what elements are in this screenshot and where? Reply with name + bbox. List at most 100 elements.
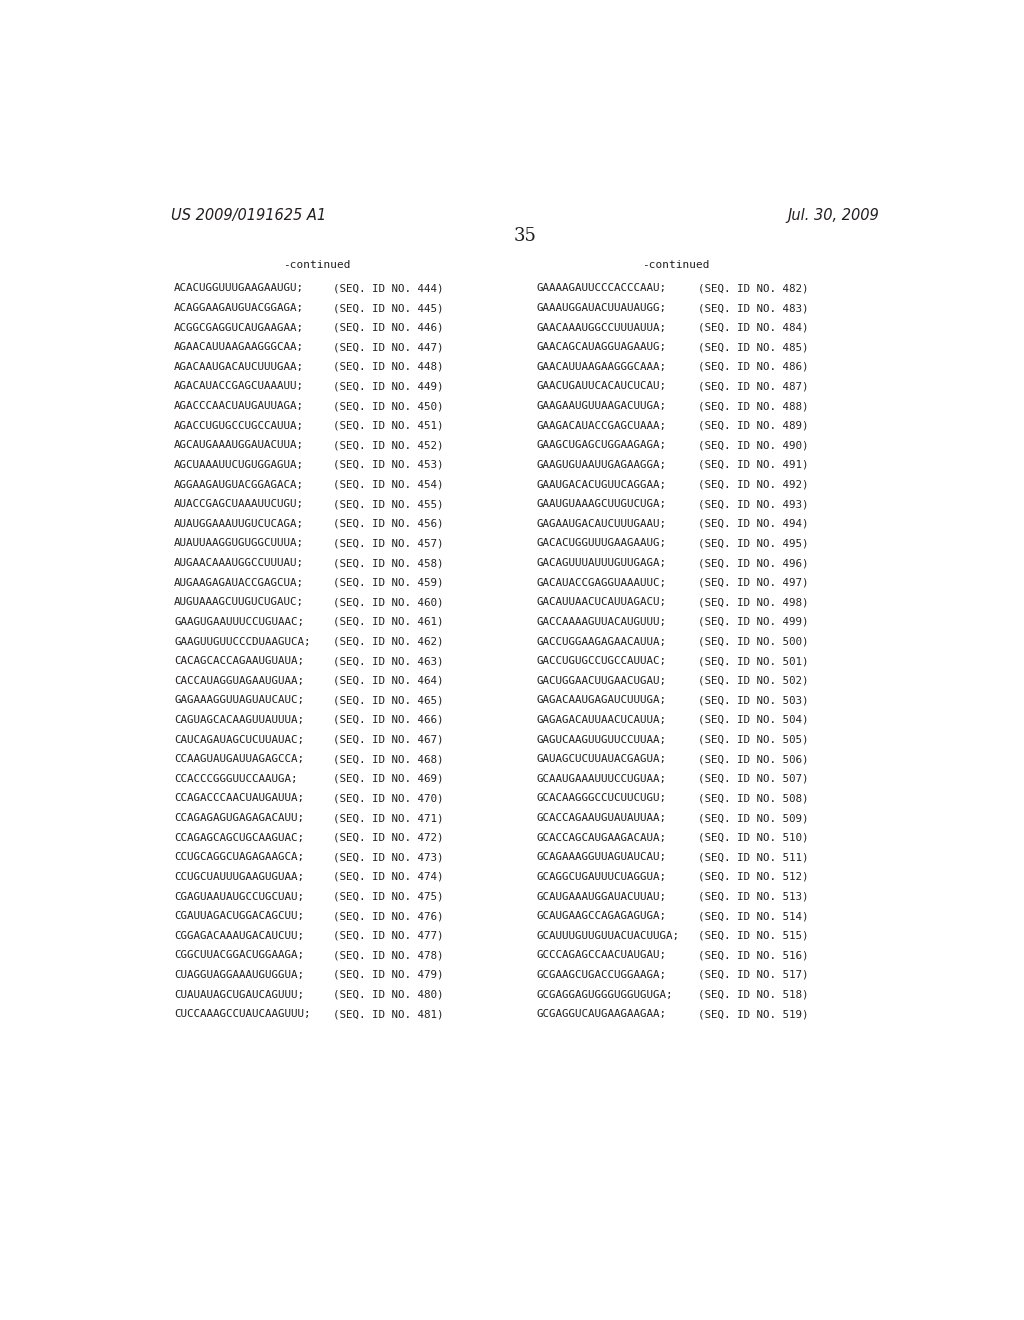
Text: CGGCUUACGGACUGGAAGA;: CGGCUUACGGACUGGAAGA; (174, 950, 304, 961)
Text: GACAGUUUAUUUGUUGAGA;: GACAGUUUAUUUGUUGAGA; (537, 558, 667, 568)
Text: GAGAAUGACAUCUUUGAAU;: GAGAAUGACAUCUUUGAAU; (537, 519, 667, 529)
Text: (SEQ. ID NO. 495): (SEQ. ID NO. 495) (697, 539, 808, 548)
Text: (SEQ. ID NO. 480): (SEQ. ID NO. 480) (333, 990, 443, 999)
Text: (SEQ. ID NO. 466): (SEQ. ID NO. 466) (333, 715, 443, 725)
Text: (SEQ. ID NO. 494): (SEQ. ID NO. 494) (697, 519, 808, 529)
Text: GAACUGAUUCACAUCUCAU;: GAACUGAUUCACAUCUCAU; (537, 381, 667, 392)
Text: GAACAGCAUAGGUAGAAUG;: GAACAGCAUAGGUAGAAUG; (537, 342, 667, 352)
Text: GAAGACAUACCGAGCUAAA;: GAAGACAUACCGAGCUAAA; (537, 421, 667, 430)
Text: GAAAAGAUUCCCACCCAAU;: GAAAAGAUUCCCACCCAAU; (537, 284, 667, 293)
Text: (SEQ. ID NO. 463): (SEQ. ID NO. 463) (333, 656, 443, 667)
Text: (SEQ. ID NO. 460): (SEQ. ID NO. 460) (333, 597, 443, 607)
Text: CCUGCAGGCUAGAGAAGCA;: CCUGCAGGCUAGAGAAGCA; (174, 853, 304, 862)
Text: AUACCGAGCUAAAUUCUGU;: AUACCGAGCUAAAUUCUGU; (174, 499, 304, 510)
Text: (SEQ. ID NO. 470): (SEQ. ID NO. 470) (333, 793, 443, 804)
Text: (SEQ. ID NO. 508): (SEQ. ID NO. 508) (697, 793, 808, 804)
Text: (SEQ. ID NO. 484): (SEQ. ID NO. 484) (697, 322, 808, 333)
Text: AUGAAGAGAUACCGAGCUA;: AUGAAGAGAUACCGAGCUA; (174, 578, 304, 587)
Text: (SEQ. ID NO. 513): (SEQ. ID NO. 513) (697, 891, 808, 902)
Text: (SEQ. ID NO. 497): (SEQ. ID NO. 497) (697, 578, 808, 587)
Text: -continued: -continued (642, 260, 710, 271)
Text: CGGAGACAAAUGACAUCUU;: CGGAGACAAAUGACAUCUU; (174, 931, 304, 941)
Text: US 2009/0191625 A1: US 2009/0191625 A1 (171, 207, 326, 223)
Text: GCGAGGAGUGGGUGGUGUGA;: GCGAGGAGUGGGUGGUGUGA; (537, 990, 673, 999)
Text: AGACAUACCGAGCUAAAUU;: AGACAUACCGAGCUAAAUU; (174, 381, 304, 392)
Text: (SEQ. ID NO. 510): (SEQ. ID NO. 510) (697, 833, 808, 842)
Text: (SEQ. ID NO. 516): (SEQ. ID NO. 516) (697, 950, 808, 961)
Text: AGGAAGAUGUACGGAGACA;: AGGAAGAUGUACGGAGACA; (174, 479, 304, 490)
Text: CUAUAUAGCUGAUCAGUUU;: CUAUAUAGCUGAUCAGUUU; (174, 990, 304, 999)
Text: AGACAAUGACAUCUUUGAA;: AGACAAUGACAUCUUUGAA; (174, 362, 304, 372)
Text: (SEQ. ID NO. 505): (SEQ. ID NO. 505) (697, 735, 808, 744)
Text: (SEQ. ID NO. 469): (SEQ. ID NO. 469) (333, 774, 443, 784)
Text: (SEQ. ID NO. 488): (SEQ. ID NO. 488) (697, 401, 808, 411)
Text: (SEQ. ID NO. 472): (SEQ. ID NO. 472) (333, 833, 443, 842)
Text: (SEQ. ID NO. 492): (SEQ. ID NO. 492) (697, 479, 808, 490)
Text: GCACAAGGGCCUCUUCUGU;: GCACAAGGGCCUCUUCUGU; (537, 793, 667, 804)
Text: AUGAACAAAUGGCCUUUAU;: AUGAACAAAUGGCCUUUAU; (174, 558, 304, 568)
Text: (SEQ. ID NO. 515): (SEQ. ID NO. 515) (697, 931, 808, 941)
Text: (SEQ. ID NO. 507): (SEQ. ID NO. 507) (697, 774, 808, 784)
Text: GACUGGAACUUGAACUGAU;: GACUGGAACUUGAACUGAU; (537, 676, 667, 686)
Text: (SEQ. ID NO. 448): (SEQ. ID NO. 448) (333, 362, 443, 372)
Text: GAACAAAUGGCCUUUAUUA;: GAACAAAUGGCCUUUAUUA; (537, 322, 667, 333)
Text: CAGUAGCACAAGUUAUUUA;: CAGUAGCACAAGUUAUUUA; (174, 715, 304, 725)
Text: (SEQ. ID NO. 493): (SEQ. ID NO. 493) (697, 499, 808, 510)
Text: (SEQ. ID NO. 462): (SEQ. ID NO. 462) (333, 636, 443, 647)
Text: (SEQ. ID NO. 509): (SEQ. ID NO. 509) (697, 813, 808, 824)
Text: GACACUGGUUUGAAGAAUG;: GACACUGGUUUGAAGAAUG; (537, 539, 667, 548)
Text: (SEQ. ID NO. 445): (SEQ. ID NO. 445) (333, 304, 443, 313)
Text: (SEQ. ID NO. 487): (SEQ. ID NO. 487) (697, 381, 808, 392)
Text: ACACUGGUUUGAAGAAUGU;: ACACUGGUUUGAAGAAUGU; (174, 284, 304, 293)
Text: CCAGACCCAACUAUGAUUA;: CCAGACCCAACUAUGAUUA; (174, 793, 304, 804)
Text: GCGAGGUCAUGAAGAAGAA;: GCGAGGUCAUGAAGAAGAA; (537, 1010, 667, 1019)
Text: (SEQ. ID NO. 456): (SEQ. ID NO. 456) (333, 519, 443, 529)
Text: (SEQ. ID NO. 502): (SEQ. ID NO. 502) (697, 676, 808, 686)
Text: (SEQ. ID NO. 477): (SEQ. ID NO. 477) (333, 931, 443, 941)
Text: (SEQ. ID NO. 506): (SEQ. ID NO. 506) (697, 754, 808, 764)
Text: (SEQ. ID NO. 478): (SEQ. ID NO. 478) (333, 950, 443, 961)
Text: GAUAGCUCUUAUACGAGUA;: GAUAGCUCUUAUACGAGUA; (537, 754, 667, 764)
Text: (SEQ. ID NO. 479): (SEQ. ID NO. 479) (333, 970, 443, 979)
Text: (SEQ. ID NO. 450): (SEQ. ID NO. 450) (333, 401, 443, 411)
Text: GCAGGCUGAUUUCUAGGUA;: GCAGGCUGAUUUCUAGGUA; (537, 873, 667, 882)
Text: (SEQ. ID NO. 490): (SEQ. ID NO. 490) (697, 441, 808, 450)
Text: (SEQ. ID NO. 481): (SEQ. ID NO. 481) (333, 1010, 443, 1019)
Text: ACGGCGAGGUCAUGAAGAA;: ACGGCGAGGUCAUGAAGAA; (174, 322, 304, 333)
Text: (SEQ. ID NO. 496): (SEQ. ID NO. 496) (697, 558, 808, 568)
Text: (SEQ. ID NO. 461): (SEQ. ID NO. 461) (333, 616, 443, 627)
Text: GAAGUGAAUUUCCUGUAAC;: GAAGUGAAUUUCCUGUAAC; (174, 616, 304, 627)
Text: (SEQ. ID NO. 465): (SEQ. ID NO. 465) (333, 696, 443, 705)
Text: (SEQ. ID NO. 475): (SEQ. ID NO. 475) (333, 891, 443, 902)
Text: (SEQ. ID NO. 454): (SEQ. ID NO. 454) (333, 479, 443, 490)
Text: (SEQ. ID NO. 473): (SEQ. ID NO. 473) (333, 853, 443, 862)
Text: AUAUUAAGGUGUGGCUUUA;: AUAUUAAGGUGUGGCUUUA; (174, 539, 304, 548)
Text: (SEQ. ID NO. 447): (SEQ. ID NO. 447) (333, 342, 443, 352)
Text: GAACAUUAAGAAGGGCAAA;: GAACAUUAAGAAGGGCAAA; (537, 362, 667, 372)
Text: GCAAUGAAAUUUCCUGUAA;: GCAAUGAAAUUUCCUGUAA; (537, 774, 667, 784)
Text: ACAGGAAGAUGUACGGAGA;: ACAGGAAGAUGUACGGAGA; (174, 304, 304, 313)
Text: AUAUGGAAAUUGUCUCAGA;: AUAUGGAAAUUGUCUCAGA; (174, 519, 304, 529)
Text: (SEQ. ID NO. 482): (SEQ. ID NO. 482) (697, 284, 808, 293)
Text: CCACCCGGGUUCCAAUGA;: CCACCCGGGUUCCAAUGA; (174, 774, 298, 784)
Text: GCAUGAAAUGGAUACUUAU;: GCAUGAAAUGGAUACUUAU; (537, 891, 667, 902)
Text: GACCAAAAGUUACAUGUUU;: GACCAAAAGUUACAUGUUU; (537, 616, 667, 627)
Text: GAGAAAGGUUAGUAUCAUC;: GAGAAAGGUUAGUAUCAUC; (174, 696, 304, 705)
Text: GCACCAGCAUGAAGACAUA;: GCACCAGCAUGAAGACAUA; (537, 833, 667, 842)
Text: AGAACAUUAAGAAGGGCAA;: AGAACAUUAAGAAGGGCAA; (174, 342, 304, 352)
Text: (SEQ. ID NO. 451): (SEQ. ID NO. 451) (333, 421, 443, 430)
Text: -continued: -continued (283, 260, 350, 271)
Text: 35: 35 (513, 227, 537, 244)
Text: GACCUGGAAGAGAACAUUA;: GACCUGGAAGAGAACAUUA; (537, 636, 667, 647)
Text: (SEQ. ID NO. 476): (SEQ. ID NO. 476) (333, 911, 443, 921)
Text: (SEQ. ID NO. 500): (SEQ. ID NO. 500) (697, 636, 808, 647)
Text: (SEQ. ID NO. 491): (SEQ. ID NO. 491) (697, 459, 808, 470)
Text: (SEQ. ID NO. 483): (SEQ. ID NO. 483) (697, 304, 808, 313)
Text: (SEQ. ID NO. 485): (SEQ. ID NO. 485) (697, 342, 808, 352)
Text: (SEQ. ID NO. 452): (SEQ. ID NO. 452) (333, 441, 443, 450)
Text: GCAUGAAGCCAGAGAGUGA;: GCAUGAAGCCAGAGAGUGA; (537, 911, 667, 921)
Text: (SEQ. ID NO. 444): (SEQ. ID NO. 444) (333, 284, 443, 293)
Text: CUAGGUAGGAAAUGUGGUA;: CUAGGUAGGAAAUGUGGUA; (174, 970, 304, 979)
Text: GAAUGUAAAGCUUGUCUGA;: GAAUGUAAAGCUUGUCUGA; (537, 499, 667, 510)
Text: AGACCUGUGCCUGCCAUUA;: AGACCUGUGCCUGCCAUUA; (174, 421, 304, 430)
